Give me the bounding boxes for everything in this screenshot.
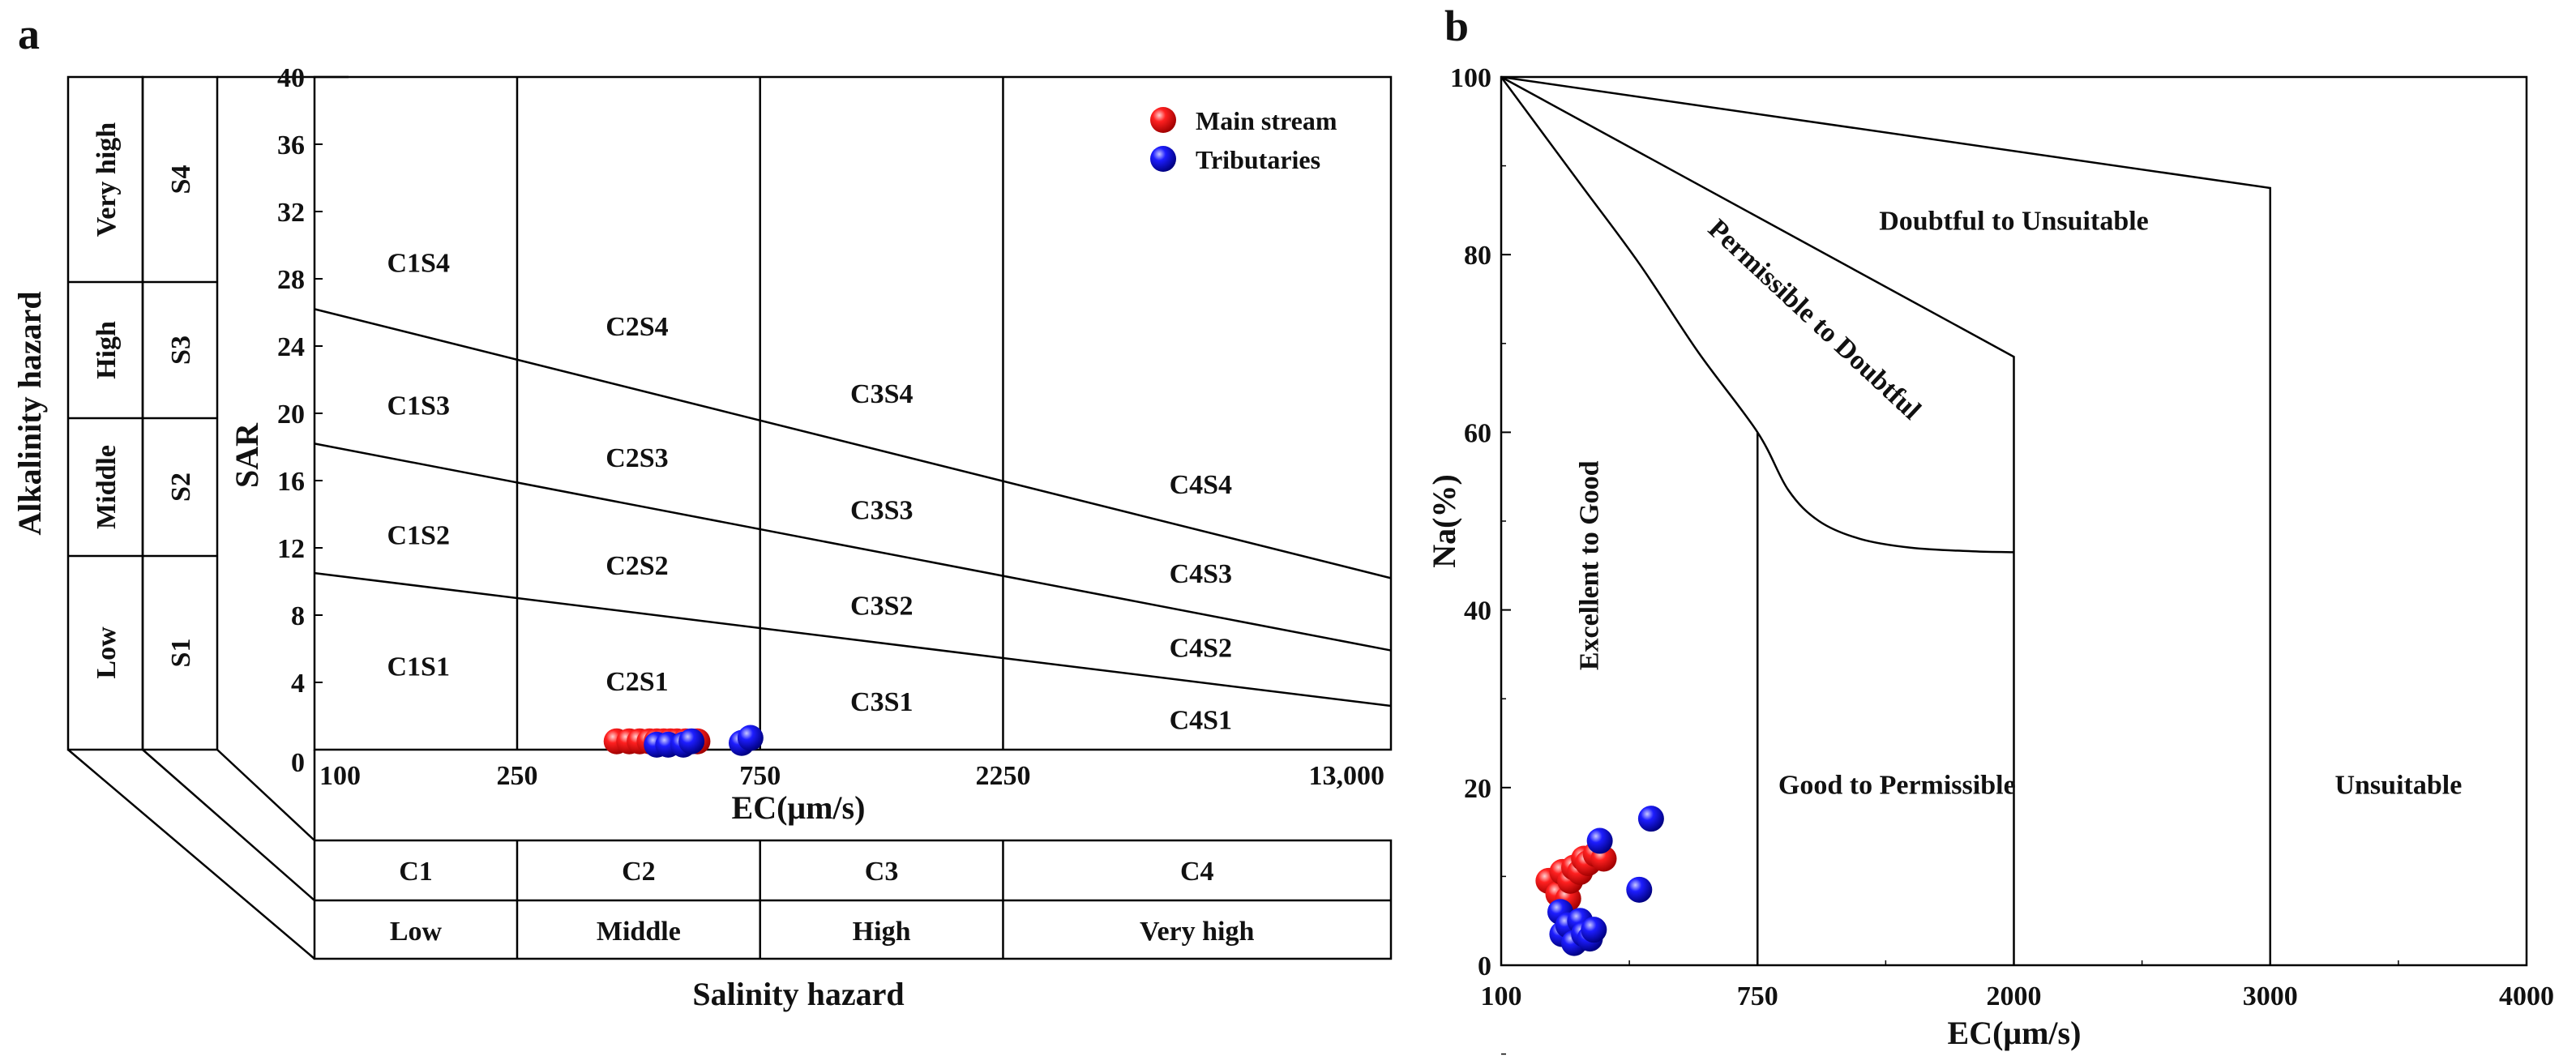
y-tick-label: 24 [277,332,305,362]
salinity-code-label: C3 [865,857,899,887]
panel-a-legend: Main stream Tributaries [1150,106,1337,174]
y-tick-label: 28 [277,265,305,295]
class-region-label: C3S2 [850,592,913,622]
class-region-label: C2S4 [605,312,668,342]
x-tick-label: 2000 [1987,981,2042,1011]
class-region-label: C3S3 [850,495,913,525]
alkalinity-code-label: S4 [166,165,196,195]
data-point [1586,827,1613,854]
class-region-label: C4S3 [1170,559,1232,589]
suitability-region-label: Unsuitable [2334,771,2462,801]
class-region-label: C3S4 [850,379,913,409]
alkalinity-code-label: S3 [166,336,196,365]
class-region-label: C1S1 [387,652,449,682]
suitability-region-label: Doubtful to Unsuitable [1879,207,2149,237]
data-point [737,725,764,751]
class-region-label: C1S3 [387,391,449,421]
x-tick-label: 100 [319,761,361,791]
panel-a-letter: a [18,10,40,58]
suitability-boundary [1500,76,2014,554]
y-tick-label: 32 [277,198,305,228]
alkalinity-code-label: S1 [166,639,196,668]
y-tick-label: 100 [1450,63,1491,93]
panel-b-y-axis-title: Na(%) [1426,474,1462,568]
sar-boundary-line [314,308,1392,579]
x-tick-label: 13,000 [1309,761,1385,791]
alkalinity-hazard-table [66,75,349,960]
suitability-region-label: Permissible to Doubtful [1702,214,1927,426]
x-tick-label: 750 [1737,981,1778,1011]
data-point [1581,917,1607,943]
y-tick-label: 36 [277,130,305,160]
legend-marker [1150,107,1176,133]
y-tick-label: 60 [1464,418,1491,448]
y-tick-label: 0 [1478,951,1491,981]
class-region-label: C3S1 [850,687,913,717]
alkalinity-code-column [141,75,219,751]
suitability-region-label: Excellent to Good [1575,460,1605,670]
y-tick-label: 12 [277,534,305,564]
y-tick-label: 80 [1464,241,1491,271]
sar-boundary-line [314,571,1392,708]
alkalinity-level-label: Very high [92,122,122,237]
x-tick-label: 250 [496,761,537,791]
y-tick-label: 16 [277,467,305,497]
alkalinity-hazard-label: Alkalinity hazard [11,291,48,535]
alkalinity-level-label: Middle [92,445,122,529]
salinity-level-label: Middle [597,917,681,947]
y-tick-label: 0 [291,748,305,778]
class-region-label: C4S2 [1170,633,1232,663]
legend-label: Main stream [1196,106,1337,135]
y-tick-label: 40 [1464,596,1491,626]
salinity-code-label: C1 [399,857,433,887]
x-tick-label: 4000 [2499,981,2554,1011]
alkalinity-code-label: S2 [166,472,196,502]
class-region-label: C2S2 [605,551,668,581]
alkalinity-level-label: High [92,321,122,379]
legend-marker [1150,146,1176,172]
y-tick-label: 20 [1464,774,1491,804]
salinity-hazard-table [313,750,1393,960]
class-region-label: C2S3 [605,443,668,473]
panel-b-x-axis-title: EC(μm/s) [1948,1015,2082,1051]
class-region-label: C4S4 [1170,470,1232,500]
x-tick-label: 3000 [2243,981,2298,1011]
y-tick-label: 20 [277,400,305,430]
x-tick-label: 750 [739,761,781,791]
sar-boundary-line [314,442,1392,652]
suitability-boundary [1500,75,2015,965]
salinity-level-label: High [853,917,911,947]
class-region-label: C1S2 [387,520,449,550]
data-point [678,728,705,755]
salinity-level-label: Low [390,917,443,947]
legend-label: Tributaries [1196,145,1320,174]
y-tick-label: 40 [277,63,305,93]
class-region-label: C2S1 [605,667,668,697]
y-tick-label: 8 [291,601,305,631]
panel-b-letter: b [1444,2,1469,50]
class-region-label: C1S4 [387,248,449,278]
suitability-boundary [1500,75,2271,965]
y-tick-label: 4 [291,669,305,699]
suitability-region-label: Good to Permissible [1778,771,2016,801]
alkalinity-level-label: Low [92,626,122,679]
data-point [1626,876,1653,903]
salinity-code-label: C2 [622,857,656,887]
class-region-label: C4S1 [1170,706,1232,736]
salinity-hazard-label: Salinity hazard [692,976,904,1012]
data-point [1637,806,1664,832]
x-tick-label: 2250 [975,761,1030,791]
panel-a-x-axis-title: EC(μm/s) [732,789,866,826]
x-tick-label: 100 [1481,981,1522,1011]
salinity-level-label: Very high [1140,917,1254,947]
panel-a-y-axis-title: SAR [229,422,265,488]
salinity-code-label: C4 [1180,857,1214,887]
